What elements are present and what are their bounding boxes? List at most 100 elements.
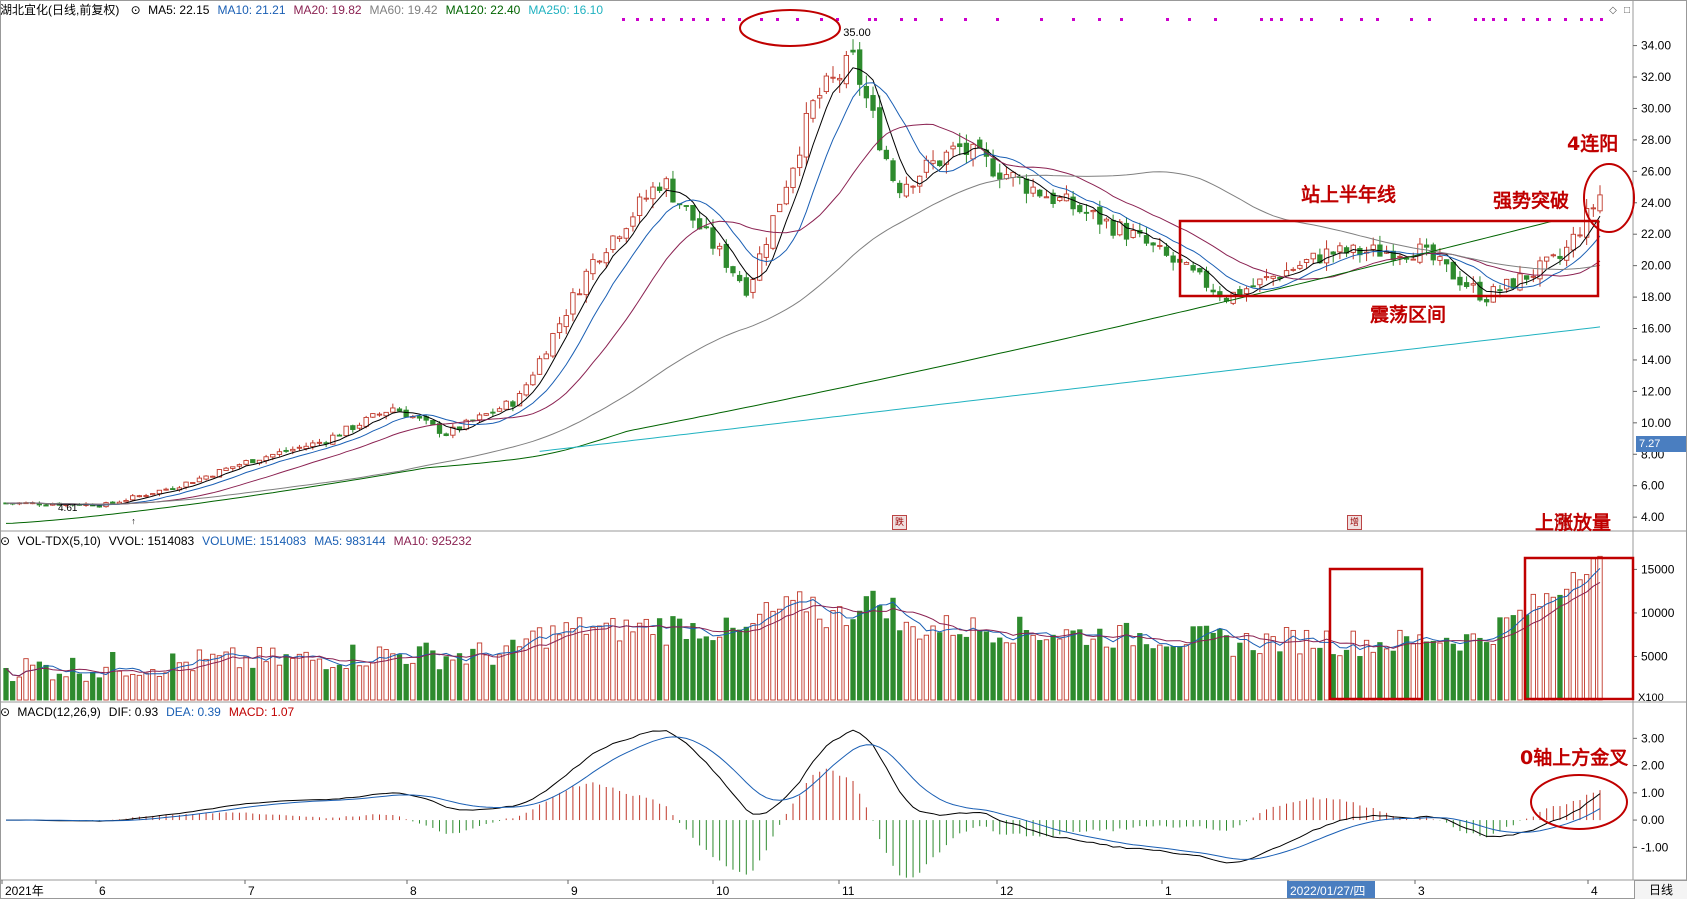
candle-body	[937, 160, 943, 167]
volume-bar	[350, 644, 356, 701]
signal-dot	[1360, 18, 1363, 21]
collapse-icon[interactable]: ⊙	[130, 3, 141, 17]
volume-bar	[110, 651, 116, 701]
signal-dot	[706, 18, 709, 21]
volume-bar	[1030, 634, 1036, 701]
candle-body	[1097, 206, 1103, 225]
event-marker-fall[interactable]: 跌	[892, 515, 907, 530]
volume-bar	[203, 658, 209, 701]
candle-body	[917, 175, 923, 187]
candle-body	[396, 408, 403, 412]
event-marker-rise[interactable]: 涨	[1556, 515, 1571, 530]
volume-bar	[1250, 650, 1256, 701]
period-tab-daily[interactable]: 日线	[1634, 880, 1687, 899]
candle-body	[436, 423, 443, 434]
volume-bar	[1137, 633, 1143, 701]
price-tick-label: 12.00	[1641, 384, 1671, 398]
candle-body	[1163, 246, 1170, 256]
candle-body	[290, 448, 296, 452]
candle-body	[1550, 254, 1556, 257]
volume-bar	[576, 617, 583, 701]
volume-bar	[1123, 622, 1130, 701]
candle-body	[990, 158, 996, 177]
candle-body	[563, 315, 569, 328]
collapse-icon[interactable]: ⊙	[0, 534, 11, 548]
volume-bar	[230, 647, 236, 701]
volume-bar	[623, 619, 629, 701]
candle-body	[1430, 244, 1436, 261]
candle-body	[1410, 258, 1416, 261]
signal-dot	[914, 18, 917, 21]
volume-bar	[70, 657, 76, 701]
volume-bar	[1477, 637, 1483, 701]
volume-bar	[636, 622, 643, 701]
candle-body	[1170, 255, 1176, 263]
candle-body	[803, 112, 809, 158]
event-marker-increase[interactable]: 增	[1347, 515, 1362, 530]
signal-dot	[1482, 18, 1485, 21]
candle-body	[1510, 278, 1516, 289]
candle-body	[997, 172, 1003, 180]
volume-bar	[997, 637, 1003, 701]
volume-bar	[650, 634, 656, 701]
signal-dot	[1428, 18, 1431, 21]
candle-body	[523, 384, 529, 396]
macd-tick-label: 2.00	[1641, 759, 1665, 773]
volume-bar	[1050, 634, 1056, 701]
volume-bar	[1130, 645, 1136, 701]
signal-dot	[662, 18, 665, 21]
candle-body	[810, 100, 816, 119]
candle-body	[857, 49, 863, 85]
x-axis-label: 7	[248, 884, 255, 898]
candle-body	[1110, 219, 1116, 236]
candle-body	[590, 259, 596, 275]
macd-tick-label: 3.00	[1641, 731, 1665, 745]
x-axis-label: 10	[716, 884, 730, 898]
current-price-tag: 7.27	[1636, 436, 1686, 452]
annotation-strong-breakout: 强势突破	[1493, 190, 1570, 212]
volume-bar	[750, 623, 756, 701]
volume-bar	[250, 667, 256, 701]
candle-body	[1083, 211, 1090, 214]
signal-dot	[692, 18, 695, 21]
volume-bar	[1330, 654, 1336, 701]
volume-bar	[116, 670, 123, 701]
candle-body	[1150, 242, 1156, 246]
diamond-icon[interactable]: ◇	[1609, 5, 1617, 16]
volume-bar	[1157, 644, 1163, 701]
volume-bar	[1023, 630, 1030, 701]
volume-bar	[43, 664, 49, 701]
candle-body	[1517, 273, 1523, 291]
signal-dot	[1492, 18, 1495, 21]
volume-bar	[583, 633, 589, 701]
volume-bar	[903, 621, 910, 701]
signal-dot	[1564, 18, 1567, 21]
candle-body	[596, 260, 603, 263]
candle-body	[1237, 289, 1243, 296]
volume-bar	[570, 628, 576, 701]
price-tick-label: 10.00	[1641, 416, 1671, 430]
signal-dot	[1590, 18, 1593, 21]
volume-bar	[123, 675, 129, 701]
candle-body	[1483, 299, 1490, 303]
symbol-label: 湖北宜化(日线,前复权)	[0, 3, 120, 17]
square-icon[interactable]: □	[1623, 5, 1631, 16]
event-marker-up[interactable]: ↑	[131, 516, 136, 526]
candle-body	[1103, 218, 1110, 222]
volume-bar	[743, 626, 749, 701]
candle-body	[897, 182, 903, 194]
collapse-icon[interactable]: ⊙	[0, 705, 11, 719]
candle-body	[576, 293, 583, 296]
candle-body	[250, 459, 256, 464]
volume-bar	[3, 667, 9, 701]
volume-bar	[56, 673, 63, 701]
signal-dot	[1410, 18, 1413, 21]
peak-price-label: 35.00	[843, 27, 871, 39]
volume-bar	[1350, 630, 1356, 701]
volume-bar	[1277, 651, 1283, 701]
candle-body	[1530, 275, 1536, 278]
volume-bar	[683, 638, 689, 701]
signal-dot	[796, 18, 799, 21]
